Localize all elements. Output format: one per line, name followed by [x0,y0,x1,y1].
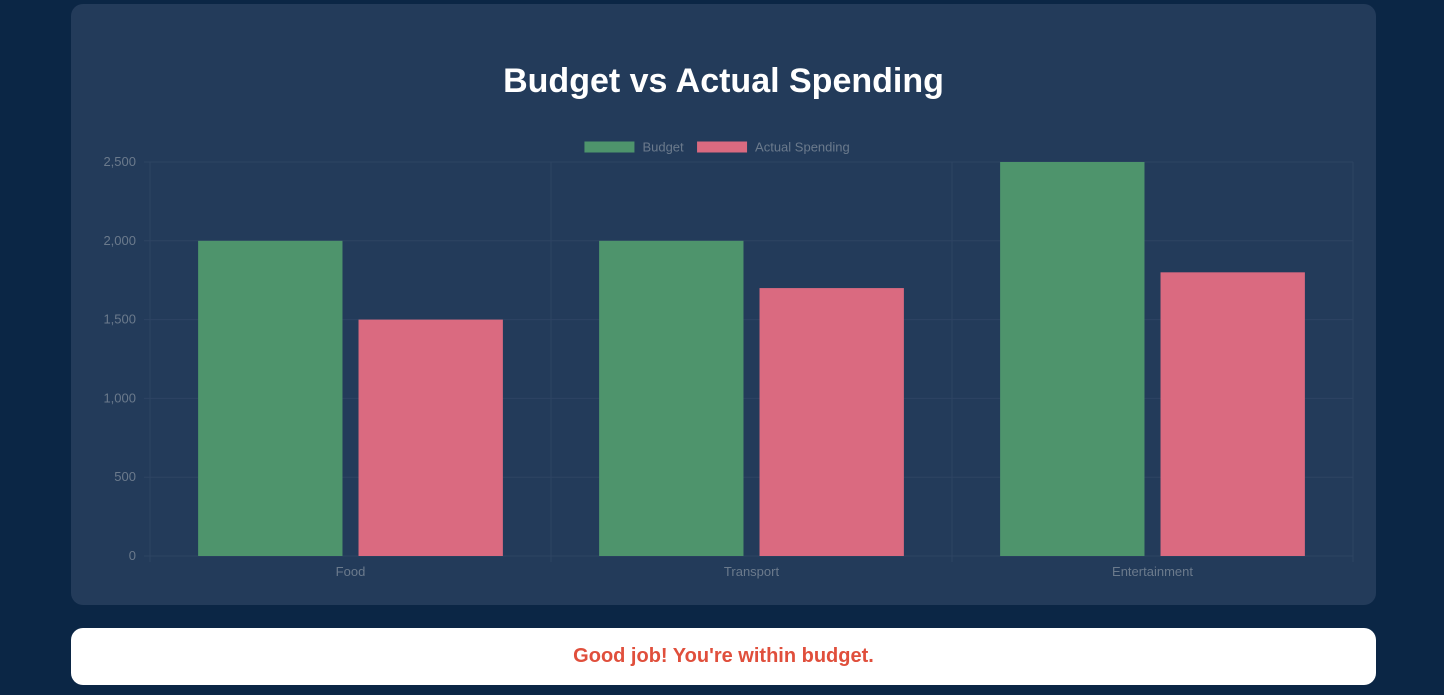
legend-swatch-actual-spending [697,141,748,153]
bar-chart: 0 500 1,000 1,500 2,000 2,500 Food Transport Ent… [103,140,1354,579]
x-tick-label: Food [336,564,366,579]
bar-budget-entertainment [1000,162,1145,556]
legend-label: Actual Spending [755,140,850,155]
y-tick-label: 0 [129,548,136,563]
status-message: Good job! You're within budget. [573,645,874,667]
y-tick-label: 1,500 [103,312,136,327]
bar-actual-spending-transport [759,288,904,556]
x-tick-label: Entertainment [1112,564,1193,579]
bar-actual-spending-entertainment [1160,272,1305,556]
y-tick-label: 2,000 [103,233,136,248]
legend-swatch-budget [584,141,635,153]
bar-budget-transport [599,240,744,557]
chart-title: Budget vs Actual Spending [503,62,944,100]
chart-card: Budget vs Actual Spending 0 500 1,000 1,500… [71,4,1376,605]
bar-actual-spending-food [358,319,503,556]
status-message-box: Good job! You're within budget. [71,628,1376,685]
y-tick-label: 500 [114,469,136,484]
bar-budget-food [198,240,343,557]
x-tick-label: Transport [724,564,780,579]
legend-label: Budget [642,140,684,155]
y-tick-label: 2,500 [103,154,136,169]
y-tick-label: 1,000 [103,390,136,405]
